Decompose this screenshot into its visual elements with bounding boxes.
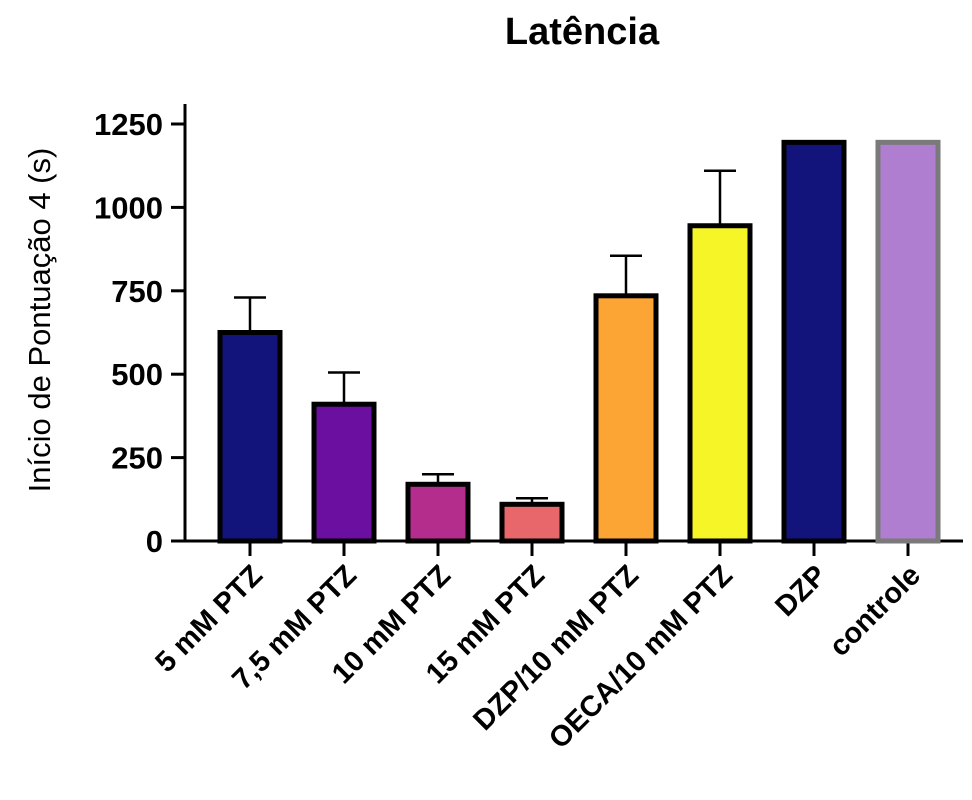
bar bbox=[311, 401, 377, 544]
y-tick-label: 750 bbox=[111, 274, 163, 309]
bar bbox=[687, 223, 753, 544]
error-bars bbox=[234, 169, 736, 505]
bar bbox=[875, 139, 941, 544]
x-tick-label: OECA/10 mM PTZ bbox=[543, 559, 739, 755]
bar bbox=[405, 481, 471, 544]
y-tick-label: 1250 bbox=[94, 107, 163, 142]
bar bbox=[217, 330, 283, 544]
y-tick-label: 1000 bbox=[94, 190, 163, 225]
y-tick-label: 0 bbox=[146, 524, 163, 559]
y-axis: 0 250 500 750 1000 1250 bbox=[94, 104, 187, 559]
x-tick-label: DZP bbox=[769, 559, 833, 623]
y-tick-label: 500 bbox=[111, 357, 163, 392]
chart-title: Latência bbox=[505, 11, 660, 53]
bars bbox=[217, 139, 941, 544]
bar bbox=[499, 501, 565, 544]
bar bbox=[781, 139, 847, 544]
x-tick-label: DZP/10 mM PTZ bbox=[467, 559, 645, 737]
bar bbox=[593, 293, 659, 544]
y-axis-label: Início de Pontuação 4 (s) bbox=[22, 148, 57, 493]
y-tick-label: 250 bbox=[111, 441, 163, 476]
x-tick-label: controle bbox=[823, 559, 927, 663]
